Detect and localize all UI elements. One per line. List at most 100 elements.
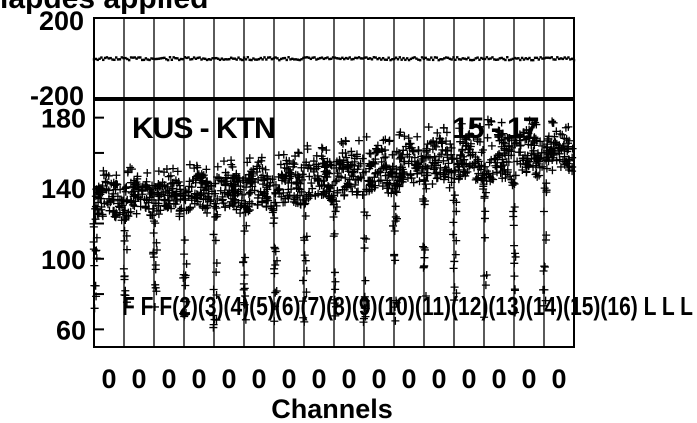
data-point [212, 291, 221, 300]
data-point [98, 182, 107, 190]
top-data-point [394, 56, 398, 59]
top-data-point [196, 56, 199, 60]
data-point [198, 202, 207, 211]
data-point [111, 209, 120, 218]
data-point [457, 159, 466, 168]
data-point [97, 205, 106, 214]
data-point [500, 144, 509, 153]
top-data-point [254, 58, 257, 61]
data-point [533, 149, 542, 158]
data-point [122, 245, 131, 254]
data-point [516, 141, 525, 150]
data-point [452, 236, 461, 245]
top-data-point [478, 58, 481, 62]
x-tick-label: 0 [521, 364, 536, 394]
data-point [503, 165, 512, 174]
top-data-point [296, 58, 300, 61]
data-point [445, 183, 454, 192]
top-data-point [174, 57, 177, 60]
data-point [172, 190, 181, 199]
top-data-point [548, 56, 552, 60]
data-point [185, 204, 194, 213]
top-data-point [524, 57, 528, 60]
data-point [152, 287, 161, 296]
data-point [244, 176, 253, 185]
data-point [446, 140, 455, 149]
data-point [149, 253, 158, 262]
top-data-point [307, 56, 311, 59]
data-point [458, 146, 467, 155]
top-data-point [467, 56, 470, 59]
data-point [127, 165, 136, 174]
data-point [473, 135, 482, 144]
x-tick-label: 0 [401, 364, 416, 394]
top-data-point [391, 58, 394, 61]
top-data-point [237, 56, 240, 59]
data-point [495, 149, 504, 158]
top-data-point [561, 57, 565, 61]
top-data-point [344, 56, 348, 60]
data-point [498, 167, 507, 176]
data-point [382, 163, 391, 172]
data-point [479, 180, 488, 189]
top-data-point [330, 57, 333, 61]
data-point [151, 280, 160, 289]
data-point [274, 151, 283, 160]
data-point [417, 156, 426, 165]
data-point [531, 170, 540, 179]
data-point [358, 154, 367, 163]
top-data-point [168, 56, 172, 59]
top-data-point [244, 58, 248, 61]
data-point [391, 187, 400, 196]
data-point [359, 314, 368, 323]
data-point [330, 268, 339, 277]
top-data-point [487, 57, 490, 61]
data-point [182, 259, 191, 268]
data-point [511, 171, 520, 180]
data-point [437, 139, 446, 148]
top-data-point [278, 58, 281, 62]
top-data-point [140, 58, 144, 62]
data-point [115, 195, 124, 204]
data-point [149, 229, 158, 238]
top-data-point [285, 58, 288, 62]
data-point [390, 250, 399, 259]
data-point [302, 196, 311, 205]
x-tick-label: 0 [311, 364, 326, 394]
top-data-point [118, 58, 122, 61]
data-point [450, 296, 459, 305]
data-point [413, 158, 422, 167]
x-tick-label: 0 [491, 364, 506, 394]
top-data-point [339, 57, 342, 61]
top-data-point [239, 58, 242, 61]
data-point [541, 235, 550, 244]
data-point [121, 286, 130, 295]
data-point [481, 207, 490, 216]
top-data-point [426, 58, 429, 61]
data-point [146, 190, 155, 199]
top-data-point [359, 57, 363, 60]
data-point [373, 141, 382, 150]
top-data-point [135, 57, 138, 60]
top-data-point [300, 58, 303, 61]
top-data-point [200, 58, 203, 61]
data-point [272, 256, 281, 265]
data-point [480, 313, 489, 322]
data-point [187, 183, 196, 192]
data-point [343, 162, 352, 171]
top-data-point [513, 56, 516, 60]
data-point [143, 168, 152, 177]
data-point [339, 165, 348, 174]
data-point [120, 290, 129, 299]
top-data-point [157, 57, 161, 60]
top-data-point [387, 56, 390, 59]
top-data-point [94, 57, 98, 61]
data-point [395, 165, 404, 174]
top-data-point [457, 58, 461, 61]
data-point [329, 191, 338, 200]
data-point [548, 117, 557, 126]
data-point [542, 155, 551, 164]
data-point [317, 152, 326, 161]
data-point [395, 154, 404, 163]
